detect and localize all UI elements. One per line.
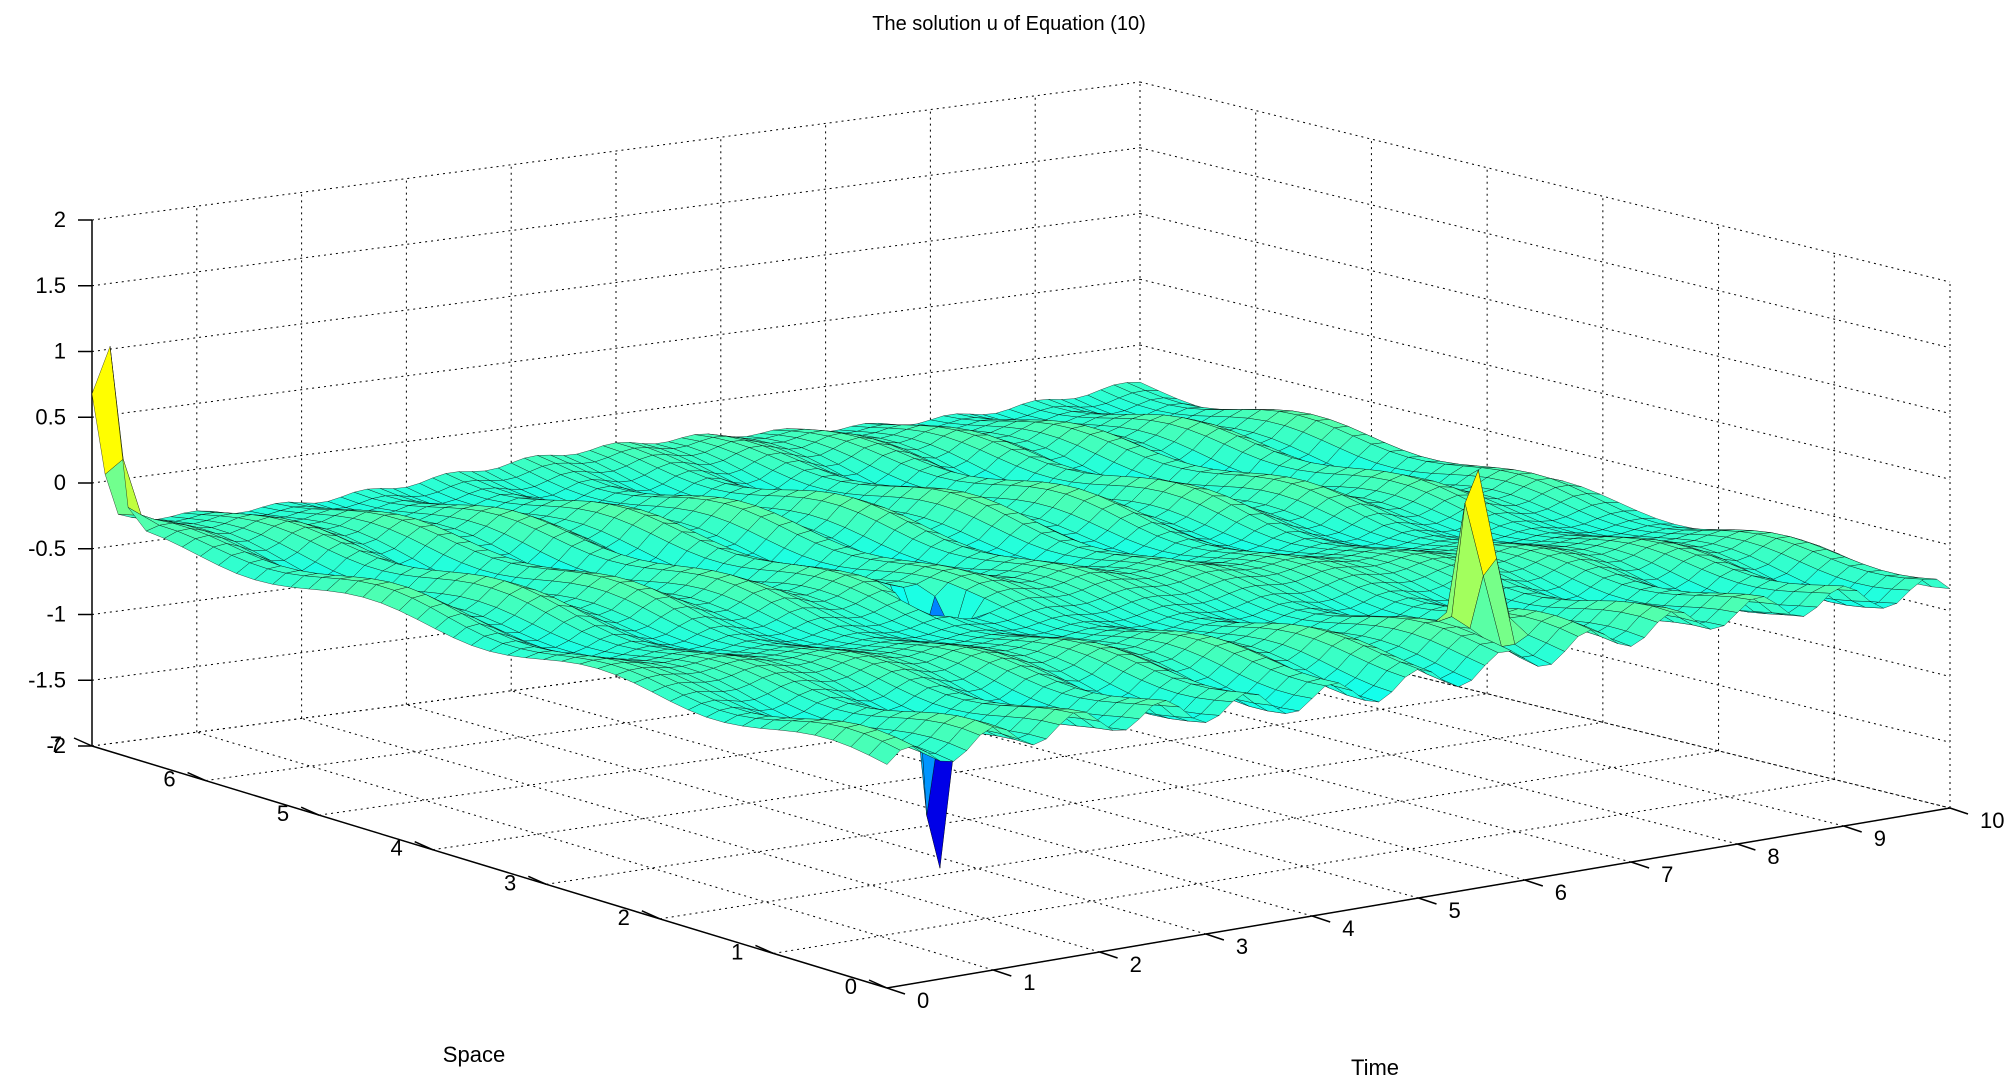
surface-patch [868, 741, 901, 765]
grid-line [301, 717, 1100, 953]
grid-line [432, 693, 1488, 851]
y-tick [527, 875, 547, 885]
grid-line [659, 750, 1719, 920]
grid-line [825, 648, 1632, 863]
x-tick [1205, 933, 1225, 941]
y-tick-label: 5 [277, 801, 289, 826]
grid-line [91, 147, 1141, 287]
z-tick-label: 1 [54, 339, 66, 364]
x-tick [1311, 915, 1331, 923]
surface-mesh [91, 346, 1951, 869]
grid-line [1035, 621, 1844, 827]
grid-line [720, 662, 1525, 881]
axes [73, 219, 1969, 995]
y-tick [641, 910, 661, 920]
x-tick-label: 2 [1130, 952, 1142, 977]
y-tick-label: 1 [731, 939, 743, 964]
y-tick-label: 6 [163, 767, 175, 792]
z-tick-label: -1 [46, 602, 66, 627]
x-tick-label: 1 [1023, 970, 1035, 995]
x-tick-label: 3 [1236, 934, 1248, 959]
x-tick [1949, 807, 1969, 815]
y-tick [300, 806, 320, 816]
x-tick-label: 9 [1874, 826, 1886, 851]
x-tick [1099, 951, 1118, 959]
tick-labels: -2 -1.5 -1 -0.5 0 0.5 1 1.5 2 0 1 2 3 4 5 6 7 0 1 2 3 4 5 6 7 8 9 1… [28, 207, 2004, 1013]
grid-line [1139, 213, 1951, 414]
x-tick-label: 0 [917, 988, 929, 1013]
grid-line [91, 278, 1141, 418]
x-tick-label: 5 [1449, 898, 1461, 923]
x-tick-label: 4 [1342, 916, 1354, 941]
z-tick-label: 1.5 [35, 273, 66, 298]
chart-title: The solution u of Equation (10) [872, 13, 1146, 35]
grid-line [1139, 607, 1951, 809]
z-tick-label: 0.5 [35, 404, 66, 429]
y-tick-label: 2 [618, 905, 630, 930]
y-axis-title: Space [443, 1042, 505, 1067]
y-tick-label: 3 [504, 870, 516, 895]
grid-line [406, 704, 1207, 935]
z-tick-label: -1.5 [28, 667, 66, 692]
y-tick [414, 841, 434, 851]
y-tick-label: 4 [390, 836, 402, 861]
z-tick-label: -2 [46, 733, 66, 758]
grid-line [930, 635, 1738, 845]
x-tick [1630, 861, 1650, 869]
grid-line [196, 731, 994, 971]
y-tick-label: 7 [50, 732, 62, 757]
x-tick [1524, 879, 1544, 887]
y-tick-label: 0 [845, 974, 857, 999]
x-tick [1737, 843, 1756, 851]
y-tick [868, 979, 888, 989]
x-tick-label: 6 [1555, 880, 1567, 905]
grid-line [91, 344, 1141, 484]
x-tick [993, 969, 1012, 977]
y-tick [187, 771, 206, 782]
grid-line [1139, 147, 1951, 349]
grid-line [546, 721, 1603, 885]
x-tick [886, 987, 906, 995]
grid-line [773, 778, 1835, 954]
y-axis-line [91, 745, 888, 989]
z-tick-label: 2 [54, 207, 66, 232]
y-tick [73, 737, 93, 747]
grid-line [91, 213, 1141, 352]
grid-line [615, 676, 1419, 899]
grid-line [1139, 344, 1951, 546]
x-tick-label: 10 [1980, 808, 2004, 833]
x-tick-label: 7 [1661, 862, 1673, 887]
x-tick-label: 8 [1767, 844, 1779, 869]
x-tick [1418, 897, 1437, 905]
grid-line [1139, 278, 1951, 480]
grid-line [511, 690, 1313, 917]
y-tick [755, 944, 774, 955]
x-tick [1843, 825, 1862, 833]
grid-line [91, 607, 1141, 747]
grid-line [1139, 81, 1951, 283]
z-tick-label: -0.5 [28, 536, 66, 561]
z-tick-label: 0 [54, 470, 66, 495]
x-axis-title: Time [1351, 1055, 1399, 1080]
grid-line [91, 81, 1141, 221]
